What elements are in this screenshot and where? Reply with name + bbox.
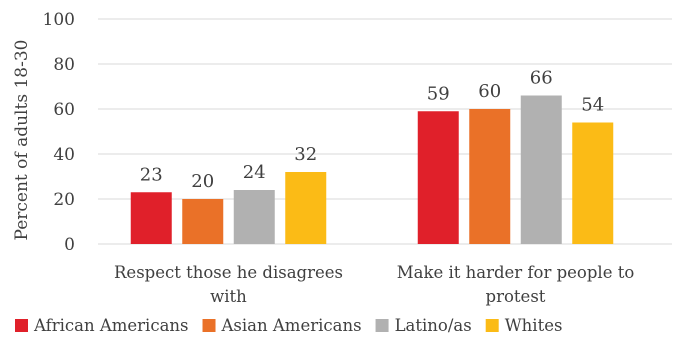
- legend-entry: Whites: [505, 316, 563, 335]
- y-tick-label: 100: [43, 10, 75, 30]
- legend-entry: Latino/as: [395, 316, 472, 335]
- category-label: protest: [486, 287, 546, 306]
- bar: [469, 109, 511, 244]
- y-tick-label: 80: [53, 55, 75, 75]
- bar: [572, 122, 614, 244]
- legend: African Americans Asian Americans Latino/a…: [15, 316, 562, 335]
- data-label: 24: [243, 162, 266, 183]
- data-label: 66: [530, 68, 553, 89]
- bar: [182, 199, 224, 244]
- category-labels: Respect those he disagrees with Make it ha…: [114, 263, 634, 306]
- legend-swatch: [202, 319, 216, 332]
- y-tick-label: 0: [64, 235, 75, 255]
- data-label: 60: [478, 81, 501, 102]
- y-axis-ticks: 0 20 40 60 80 100: [43, 10, 75, 255]
- y-tick-label: 20: [53, 190, 75, 210]
- legend-swatch: [485, 319, 499, 332]
- bar: [520, 95, 562, 244]
- data-labels: 23 20 24 32 59 60 66 54: [140, 68, 604, 193]
- legend-swatch: [375, 319, 389, 332]
- y-axis-label: Percent of adults 18-30: [12, 40, 32, 241]
- category-label: with: [210, 287, 247, 306]
- data-label: 23: [140, 164, 163, 185]
- data-label: 54: [581, 95, 604, 116]
- legend-swatch: [15, 319, 28, 332]
- y-tick-label: 60: [53, 100, 75, 120]
- data-label: 59: [427, 83, 450, 104]
- bar: [417, 111, 459, 244]
- category-label: Respect those he disagrees: [114, 263, 343, 282]
- data-label: 32: [294, 144, 317, 165]
- bar: [285, 172, 327, 244]
- bars: [130, 95, 614, 244]
- data-label: 20: [191, 171, 214, 192]
- legend-entry: African Americans: [33, 316, 189, 335]
- bar: [233, 190, 275, 244]
- category-label: Make it harder for people to: [397, 263, 635, 282]
- bar: [130, 192, 172, 244]
- y-tick-label: 40: [53, 145, 75, 165]
- legend-entry: Asian Americans: [221, 316, 362, 335]
